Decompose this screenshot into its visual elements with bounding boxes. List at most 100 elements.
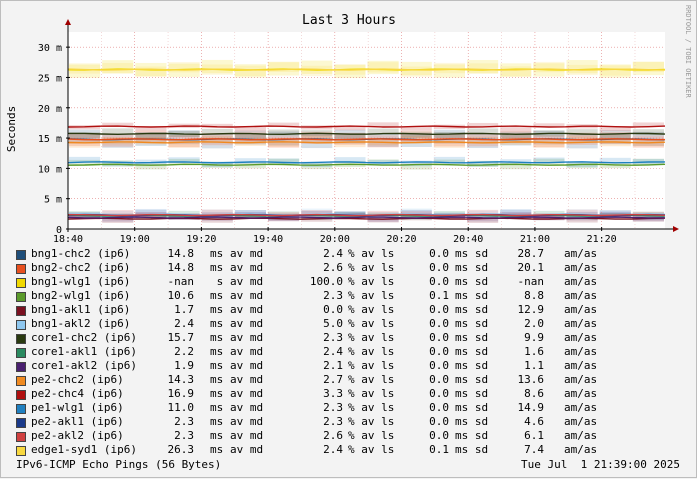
legend-loss-value: 2.6 [323,261,343,274]
legend-avg-label: av md [230,429,264,442]
legend-amas-value: 12.9 [517,303,545,316]
smoke-band [268,139,300,147]
smoke-band [168,62,200,73]
legend-amas-label: am/as [564,317,598,330]
legend-amas-label: am/as [564,401,598,414]
smoke-band [102,160,134,167]
chart-title: Last 3 Hours [302,13,396,28]
legend-loss-value: 2.3 [323,289,343,302]
legend-amas-value: 9.9 [524,331,544,344]
median-line [67,161,666,164]
smoke-band [599,210,631,217]
legend-amas-value: 28.7 [517,247,545,260]
legend-sd-value: 0.0 [429,261,449,274]
smoke-band [367,132,399,147]
smoke-band [533,213,565,219]
smoke-band [301,210,333,216]
smoke-band [334,64,366,79]
legend-series-name: pe2-akl1 (ip6) [31,415,124,428]
y-axis-arrow [65,19,71,25]
legend-loss-value: 2.1 [323,359,343,372]
legend-avg-value: 1.7 [174,303,194,316]
smoke-band [367,122,399,127]
legend-series-name: bng2-chc2 (ip6) [31,261,131,274]
legend-series-name: bng1-akl2 (ip6) [31,317,131,330]
x-tick-label: 20:00 [320,234,350,245]
legend-swatch [16,446,26,456]
smoke-band [533,158,565,165]
smoke-band [500,137,532,145]
legend-sd-value: 0.0 [429,415,449,428]
smoke-band [367,60,399,75]
legend-amas-value: 13.6 [517,373,545,386]
grid-layer [68,32,665,229]
smoke-band [135,209,167,216]
smoke-band [533,210,565,216]
legend-sd-value: 0.0 [429,303,449,316]
legend-avg-unit: ms [210,331,224,344]
legend-swatch [16,278,26,288]
legend-series-name: bng1-chc2 (ip6) [31,247,131,260]
smoke-band [400,61,432,76]
legend-swatch [16,334,26,344]
smoke-band [433,131,465,139]
smoke-band [69,214,101,220]
smoke-band [533,61,565,73]
legend-swatch [16,418,26,428]
legend-amas-label: am/as [564,443,598,456]
legend-avg-unit: ms [210,345,224,358]
legend-sd-value: 0.0 [429,387,449,400]
legend-loss-label: % av ls [348,261,395,274]
legend-loss-label: % av ls [348,317,395,330]
legend-avg-label: av md [230,373,264,386]
legend-amas-value: 6.1 [524,429,544,442]
legend-amas-label: am/as [564,373,598,386]
x-tick-label: 20:20 [386,234,416,245]
smoke-band [135,66,167,77]
legend-sd-value: 0.0 [429,359,449,372]
legend-amas-label: am/as [564,429,598,442]
smoke-band [566,217,598,223]
legend-avg-label: av md [230,415,264,428]
smoke-band [69,132,101,139]
legend-amas-label: am/as [564,247,598,260]
smoke-band [433,134,465,147]
legend-swatch [16,362,26,372]
smoke-band [301,65,333,77]
smoke-band [69,63,101,74]
legend-avg-unit: ms [210,261,224,274]
legend-avg-label: av md [230,359,264,372]
legend-series-name: edge1-syd1 (ip6) [31,443,137,456]
legend-avg-value: 14.8 [167,261,195,274]
legend-loss-label: % av ls [348,359,395,372]
smoke-band [102,63,134,74]
legend-avg-label: av md [230,247,264,260]
legend-loss-value: 2.3 [323,415,343,428]
legend-loss-label: % av ls [348,247,395,260]
legend-avg-unit: ms [210,429,224,442]
legend-amas-label: am/as [564,387,598,400]
smoke-band [102,134,134,147]
legend-swatch [16,432,26,442]
legend-loss-label: % av ls [348,429,395,442]
smoke-band [367,217,399,223]
legend-amas-value: 8.8 [524,289,544,302]
legend-avg-unit: ms [210,289,224,302]
legend-avg-label: av md [230,303,264,316]
legend-avg-value: 2.3 [174,429,194,442]
median-line [67,138,666,141]
smoke-band [500,209,532,216]
legend-sd-value: 0.0 [429,373,449,386]
smoke-band [632,61,664,76]
x-axis-arrow [673,226,679,232]
legend-loss-value: 2.3 [323,401,343,414]
legend-row: bng1-wlg1 (ip6) -nan s av md 100.0 % av ls 0.… [16,275,676,289]
smoke-band [102,133,134,148]
legend-avg-unit: ms [210,359,224,372]
legend-avg-value: 2.2 [174,345,194,358]
smoke-band [334,132,366,140]
smoke-band [467,136,499,144]
legend-avg-unit: ms [210,387,224,400]
smoke-band [632,122,664,127]
legend-amas-label: am/as [564,261,598,274]
